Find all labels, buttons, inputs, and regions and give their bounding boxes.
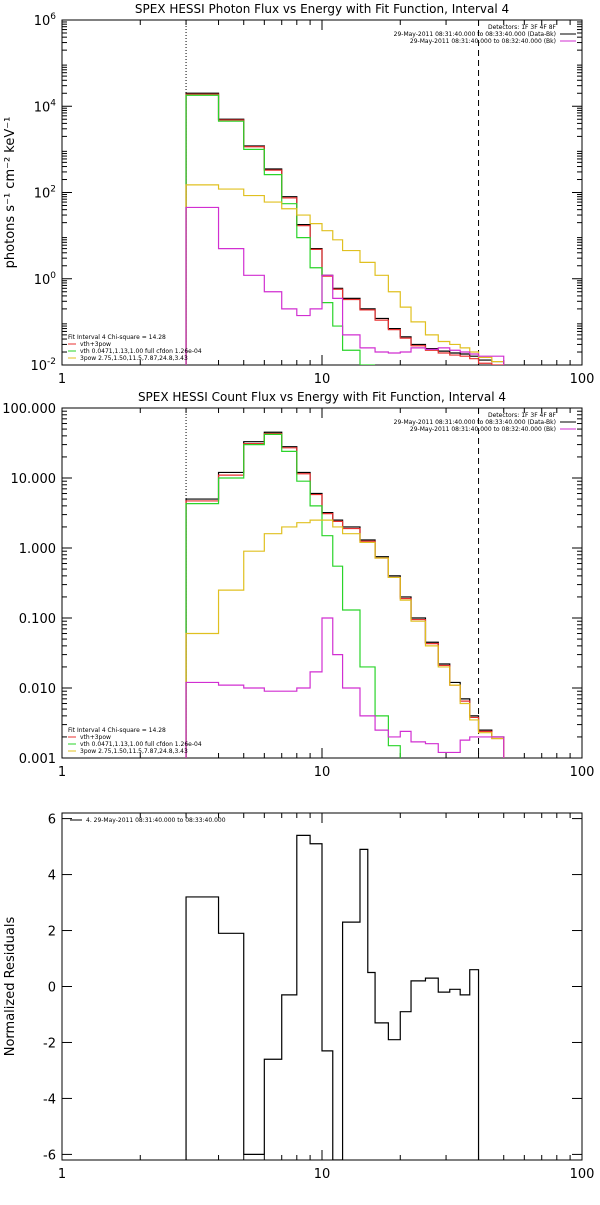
y-axis-label: Normalized Residuals bbox=[3, 917, 18, 1057]
y-tick-exponent: 2 bbox=[50, 185, 56, 195]
y-tick-label: 104 bbox=[34, 98, 57, 115]
legend-entry: 29-May-2011 08:31:40.000 to 08:32:40.000… bbox=[410, 426, 556, 433]
chart-panel-3: Normalized Residuals 1 10 100 -6 -4 -2 0 2 4 6 4. 2… bbox=[3, 812, 595, 1182]
x-tick-label: 100 bbox=[570, 1167, 595, 1182]
series-line-5 bbox=[185, 206, 505, 365]
series-line-5 bbox=[185, 617, 505, 758]
y-tick-label: 4 bbox=[48, 869, 56, 884]
chart-title: SPEX HESSI Count Flux vs Energy with Fit… bbox=[138, 390, 506, 404]
legend-entry: 3pow 2.75,1.50,11.5,7.87,24.8,3.43 bbox=[80, 748, 188, 755]
y-tick-base: 10 bbox=[34, 14, 51, 29]
y-tick-base: 10 bbox=[34, 187, 51, 202]
y-tick-label: 2 bbox=[48, 925, 56, 940]
legend-entry: vth+3pow bbox=[80, 734, 111, 741]
y-tick-label: 0.010 bbox=[19, 682, 56, 697]
y-tick-label: -4 bbox=[43, 1092, 56, 1107]
chart-panel-1: SPEX HESSI Photon Flux vs Energy with Fi… bbox=[3, 2, 594, 387]
series-line-3 bbox=[185, 94, 376, 365]
x-tick-label: 10 bbox=[314, 765, 331, 780]
legend-entry: 29-May-2011 08:31:40.000 to 08:32:40.000… bbox=[410, 38, 556, 45]
series-line-1 bbox=[185, 431, 505, 758]
series-line-4 bbox=[185, 519, 505, 758]
legend-entry: Detectors: 1F 3F 4F 8F bbox=[488, 24, 557, 31]
y-tick-exponent: 0 bbox=[50, 271, 56, 281]
x-tick-label: 10 bbox=[314, 1167, 331, 1182]
legend-entry: 29-May-2011 08:31:40.000 to 08:33:40.000… bbox=[394, 31, 556, 38]
legend-header: Fit Interval 4 Chi-square = 14.28 bbox=[68, 334, 166, 341]
plot-frame bbox=[61, 407, 583, 759]
y-tick-exponent: -2 bbox=[47, 357, 56, 367]
series-line-2 bbox=[185, 433, 505, 758]
y-tick-label: 100 bbox=[34, 271, 57, 288]
y-tick-label: 0 bbox=[48, 981, 56, 996]
x-tick-label: 1 bbox=[58, 372, 66, 387]
legend-entry: Detectors: 1F 3F 4F 8F bbox=[488, 412, 557, 419]
y-tick-label: 106 bbox=[34, 12, 57, 29]
legend-entry: vth 0.0471,1.13,1.00 full cfdon 1.26e-04 bbox=[80, 348, 202, 355]
legend-entry: vth+3pow bbox=[80, 341, 111, 348]
series-line-2 bbox=[185, 93, 504, 365]
y-tick-exponent: 4 bbox=[50, 98, 56, 108]
x-tick-label: 1 bbox=[58, 765, 66, 780]
legend-entry: 29-May-2011 08:31:40.000 to 08:33:40.000… bbox=[394, 419, 556, 426]
y-tick-base: 10 bbox=[30, 359, 47, 374]
legend-entry: vth 0.0471,1.13,1.00 full cfdon 1.26e-04 bbox=[80, 741, 202, 748]
chart-title: SPEX HESSI Photon Flux vs Energy with Fi… bbox=[135, 2, 509, 16]
y-tick-label: 0.100 bbox=[19, 612, 56, 627]
legend-entry: 3pow 2.75,1.50,11.5,7.87,24.8,3.43 bbox=[80, 355, 188, 362]
y-tick-exponent: 6 bbox=[50, 12, 56, 22]
y-tick-label: 1.000 bbox=[19, 542, 56, 557]
y-tick-base: 10 bbox=[34, 273, 51, 288]
series-line-4 bbox=[185, 184, 505, 365]
y-tick-label: -2 bbox=[43, 1036, 56, 1051]
y-tick-label: 6 bbox=[48, 813, 56, 828]
y-tick-label: -6 bbox=[43, 1148, 56, 1163]
legend-header: Fit Interval 4 Chi-square = 14.28 bbox=[68, 727, 166, 734]
y-tick-base: 10 bbox=[34, 100, 51, 115]
y-tick-label: 100.000 bbox=[2, 402, 56, 417]
legend-entry: 4. 29-May-2011 08:31:40.000 to 08:33:40.… bbox=[86, 817, 226, 824]
y-tick-label: 0.001 bbox=[19, 752, 56, 767]
x-tick-label: 10 bbox=[314, 372, 331, 387]
series-line-1 bbox=[185, 92, 505, 365]
series-line-3 bbox=[185, 433, 401, 758]
y-axis-label: photons s⁻¹ cm⁻² keV⁻¹ bbox=[3, 117, 18, 269]
y-tick-label: 102 bbox=[34, 185, 56, 202]
chart-panel-2: SPEX HESSI Count Flux vs Energy with Fit… bbox=[2, 390, 594, 780]
series-line-1 bbox=[185, 834, 480, 1160]
plot-frame bbox=[61, 19, 583, 366]
x-tick-label: 100 bbox=[570, 372, 595, 387]
x-tick-label: 1 bbox=[58, 1167, 66, 1182]
y-tick-label: 10.000 bbox=[11, 472, 57, 487]
y-tick-label: 10-2 bbox=[30, 357, 56, 374]
x-tick-label: 100 bbox=[570, 765, 595, 780]
